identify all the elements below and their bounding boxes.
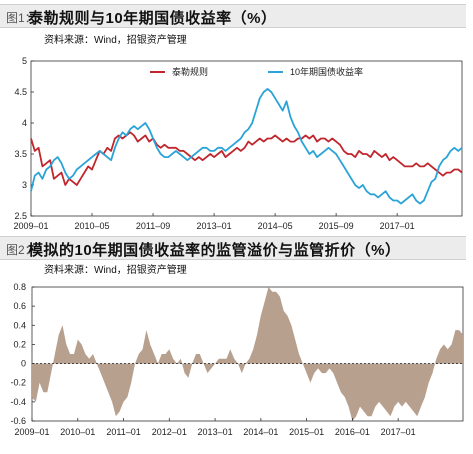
yield-10y-line <box>30 88 463 205</box>
x-tick-label: 2011–09 <box>136 221 170 231</box>
x-tick-label: 2016–01 <box>335 427 370 437</box>
source-note: 资料来源：Wind，招银资产管理 <box>44 265 187 276</box>
y-tick-label: 3 <box>22 180 27 190</box>
y-tick-label: 5 <box>22 56 27 66</box>
y-tick-label: 3.5 <box>14 149 27 159</box>
y-tick-label: 4.5 <box>14 87 27 97</box>
x-tick-label: 2013–01 <box>197 221 232 231</box>
x-tick-label: 2015–01 <box>289 427 324 437</box>
x-tick-label: 2009–01 <box>13 221 48 231</box>
x-tick-label: 2014–05 <box>258 221 293 231</box>
y-tick-label: 0.8 <box>13 282 26 292</box>
figure-title: 泰勒规则与10年期国债收益率（%） <box>28 10 277 27</box>
y-tick-label: 0.2 <box>13 339 26 349</box>
x-tick-label: 2017–01 <box>380 221 415 231</box>
figure-taylor-rule: 图1： 泰勒规则与10年期国债收益率（%） 资料来源：Wind，招银资产管理 2… <box>0 4 466 231</box>
legend-label: 10年期国债收益率 <box>290 66 363 77</box>
x-tick-label: 2015–09 <box>319 221 354 231</box>
x-tick-label: 2017–01 <box>381 427 416 437</box>
figure-tag: 图2： <box>6 243 37 257</box>
y-tick-label: 0.6 <box>13 301 26 311</box>
taylor-rule-line <box>30 131 463 186</box>
x-tick-label: 2012–01 <box>152 427 187 437</box>
y-tick-label: -0.6 <box>10 416 26 426</box>
x-tick-label: 2010–01 <box>60 427 95 437</box>
x-tick-label: 2009–01 <box>14 427 49 437</box>
figure-regulatory-premium: 图2： 模拟的10年期国债收益率的监管溢价与监管折价（%） 资料来源：Wind，… <box>0 232 473 454</box>
figure-title-bar: 图2： 模拟的10年期国债收益率的监管溢价与监管折价（%） <box>0 236 466 260</box>
y-tick-label: 0 <box>21 359 26 369</box>
y-tick-label: -0.2 <box>10 378 26 388</box>
source-note: 资料来源：Wind，招银资产管理 <box>44 35 187 46</box>
figure-title-bar: 图1： 泰勒规则与10年期国债收益率（%） <box>0 4 466 28</box>
y-tick-label: 4 <box>22 118 27 128</box>
x-tick-label: 2011–01 <box>106 427 140 437</box>
y-tick-label: 2.5 <box>14 211 27 221</box>
y-tick-label: 0.4 <box>13 320 26 330</box>
y-tick-label: -0.4 <box>10 397 26 407</box>
area-chart: -0.6 -0.4 -0.2 0 0.2 0.4 0.6 0.8 2009–01 2010–01 2… <box>10 282 464 437</box>
x-tick-label: 2013–01 <box>198 427 233 437</box>
x-tick-label: 2014–01 <box>243 427 278 437</box>
x-tick-label: 2010–05 <box>75 221 110 231</box>
plot-frame <box>30 60 463 217</box>
legend-label: 泰勒规则 <box>172 66 208 77</box>
figure-title: 模拟的10年期国债收益率的监管溢价与监管折价（%） <box>28 242 401 259</box>
premium-area <box>32 287 463 421</box>
figure-tag: 图1： <box>6 11 37 25</box>
line-chart: 2.5 3 3.5 4 4.5 5 2009–01 2010–05 2011–09 2013–01… <box>13 56 463 231</box>
